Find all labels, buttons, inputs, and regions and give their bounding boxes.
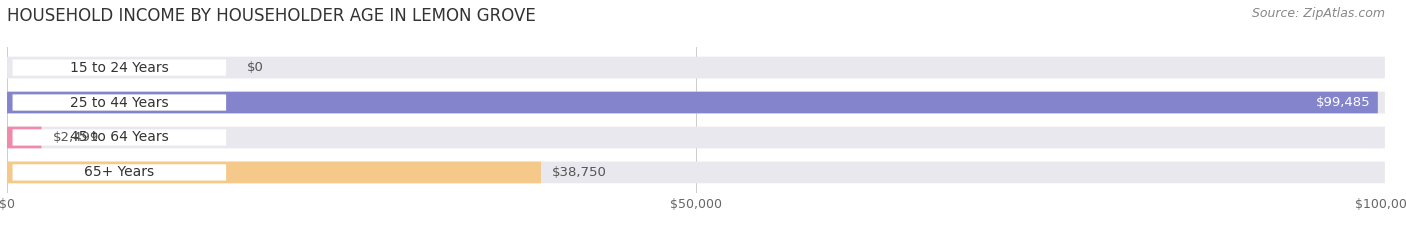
Text: $38,750: $38,750 — [553, 166, 607, 179]
FancyBboxPatch shape — [13, 164, 226, 181]
FancyBboxPatch shape — [7, 92, 1378, 113]
FancyBboxPatch shape — [7, 127, 41, 148]
Text: HOUSEHOLD INCOME BY HOUSEHOLDER AGE IN LEMON GROVE: HOUSEHOLD INCOME BY HOUSEHOLDER AGE IN L… — [7, 7, 536, 25]
Text: 15 to 24 Years: 15 to 24 Years — [70, 61, 169, 75]
FancyBboxPatch shape — [13, 129, 226, 146]
Text: 45 to 64 Years: 45 to 64 Years — [70, 130, 169, 144]
FancyBboxPatch shape — [7, 162, 1385, 183]
Text: $2,499: $2,499 — [52, 131, 98, 144]
FancyBboxPatch shape — [7, 162, 541, 183]
Text: 65+ Years: 65+ Years — [84, 165, 155, 179]
FancyBboxPatch shape — [7, 92, 1385, 113]
FancyBboxPatch shape — [7, 57, 1385, 78]
FancyBboxPatch shape — [7, 127, 1385, 148]
Text: $99,485: $99,485 — [1316, 96, 1371, 109]
Text: Source: ZipAtlas.com: Source: ZipAtlas.com — [1251, 7, 1385, 20]
FancyBboxPatch shape — [13, 94, 226, 111]
FancyBboxPatch shape — [13, 59, 226, 76]
Text: $0: $0 — [247, 61, 264, 74]
Text: 25 to 44 Years: 25 to 44 Years — [70, 96, 169, 110]
